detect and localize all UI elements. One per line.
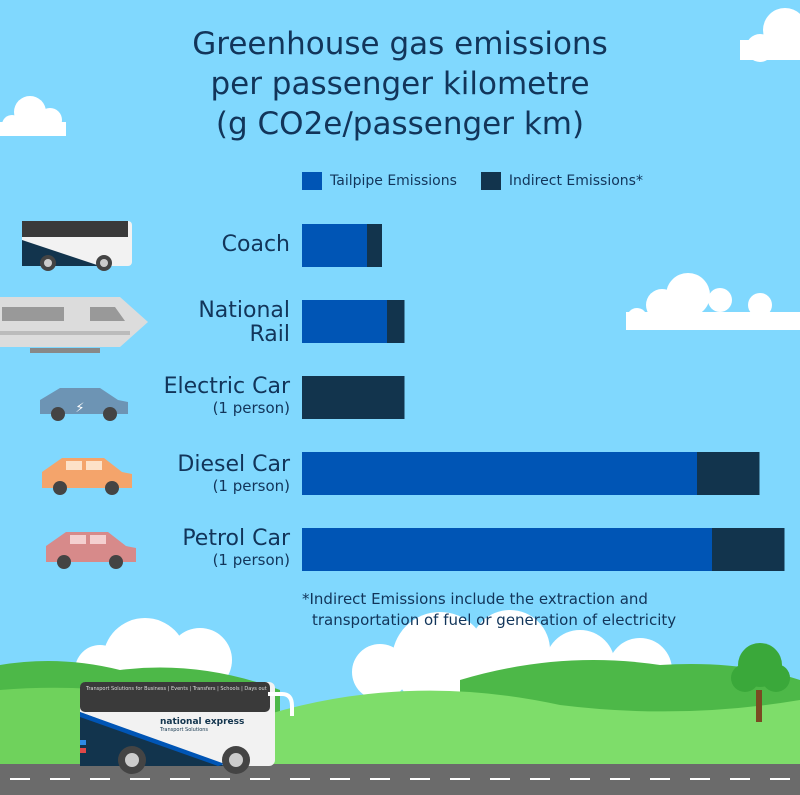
bar-tailpipe-3	[302, 452, 697, 495]
legend-label: Tailpipe Emissions	[330, 173, 457, 189]
bar-indirect-4	[712, 528, 785, 571]
footnote: *Indirect Emissions include the extracti…	[302, 589, 676, 631]
legend-item-tailpipe: Tailpipe Emissions	[302, 172, 457, 190]
svg-text:national express: national express	[160, 717, 244, 727]
diesel-car-icon	[42, 458, 132, 495]
road-dash	[290, 778, 310, 780]
tree	[731, 643, 790, 722]
national-express-coach-illustration: Transport Solutions for Business | Event…	[80, 682, 294, 774]
road-dash	[90, 778, 110, 780]
road-dash	[570, 778, 590, 780]
category-name: Diesel Car	[177, 452, 290, 477]
category-name: Electric Car	[163, 374, 290, 399]
bar-tailpipe-0	[302, 224, 367, 267]
cloud-left	[0, 96, 66, 136]
svg-text:⚡: ⚡	[75, 401, 84, 416]
category-subtitle: (1 person)	[212, 477, 290, 495]
bar-indirect-1	[387, 300, 405, 343]
coach-icon	[22, 221, 132, 271]
road-dash	[410, 778, 430, 780]
category-label-petrol-car: Petrol Car (1 person)	[182, 526, 290, 570]
road-dash	[330, 778, 350, 780]
road-markings	[10, 778, 790, 780]
category-name: Coach	[221, 232, 290, 257]
road-dash	[130, 778, 150, 780]
category-label-electric-car: Electric Car (1 person)	[163, 374, 290, 418]
legend-swatch	[480, 172, 501, 190]
footnote-line: *Indirect Emissions include the extracti…	[302, 590, 648, 608]
bar-indirect-2	[302, 376, 405, 419]
road-dash	[50, 778, 70, 780]
road-dash	[490, 778, 510, 780]
petrol-car-icon	[46, 532, 136, 569]
category-label-diesel-car: Diesel Car (1 person)	[177, 452, 290, 496]
road-dash	[610, 778, 630, 780]
legend-swatch	[302, 172, 322, 190]
road-dash	[10, 778, 30, 780]
road-dash	[770, 778, 790, 780]
chart-title: Greenhouse gas emissions per passenger k…	[0, 24, 800, 144]
road	[0, 764, 800, 795]
category-name: Petrol Car	[182, 526, 290, 551]
bar-indirect-3	[697, 452, 760, 495]
title-line: Greenhouse gas emissions	[192, 26, 608, 62]
category-subtitle: (1 person)	[212, 399, 290, 417]
title-line: per passenger kilometre	[210, 66, 590, 102]
road-dash	[370, 778, 390, 780]
road-dash	[250, 778, 270, 780]
category-name: Rail	[249, 322, 290, 347]
road-dash	[650, 778, 670, 780]
bars	[302, 224, 785, 571]
category-name: National	[198, 298, 290, 323]
title-line: (g CO2e/passenger km)	[215, 106, 585, 142]
footnote-line: transportation of fuel or generation of …	[312, 611, 677, 629]
legend: Tailpipe Emissions Indirect Emissions*	[302, 172, 643, 190]
road-dash	[690, 778, 710, 780]
svg-text:Transport Solutions: Transport Solutions	[159, 727, 208, 733]
bar-tailpipe-1	[302, 300, 387, 343]
train-icon	[0, 297, 148, 353]
road-dash	[730, 778, 750, 780]
bar-indirect-0	[367, 224, 382, 267]
road-dash	[210, 778, 230, 780]
road-dash	[530, 778, 550, 780]
road-dash	[170, 778, 190, 780]
category-label-national-rail: National Rail	[198, 299, 290, 347]
bar-tailpipe-4	[302, 528, 712, 571]
cloud-top-right	[740, 8, 800, 62]
category-subtitle: (1 person)	[212, 551, 290, 569]
cloud-right	[626, 273, 800, 330]
road-dash	[450, 778, 470, 780]
legend-item-indirect: Indirect Emissions*	[480, 172, 643, 190]
electric-car-icon: ⚡	[40, 388, 128, 421]
svg-text:Transport Solutions for Busine: Transport Solutions for Business | Event…	[85, 686, 267, 692]
legend-label: Indirect Emissions*	[508, 173, 643, 189]
category-label-coach: Coach	[222, 233, 290, 257]
